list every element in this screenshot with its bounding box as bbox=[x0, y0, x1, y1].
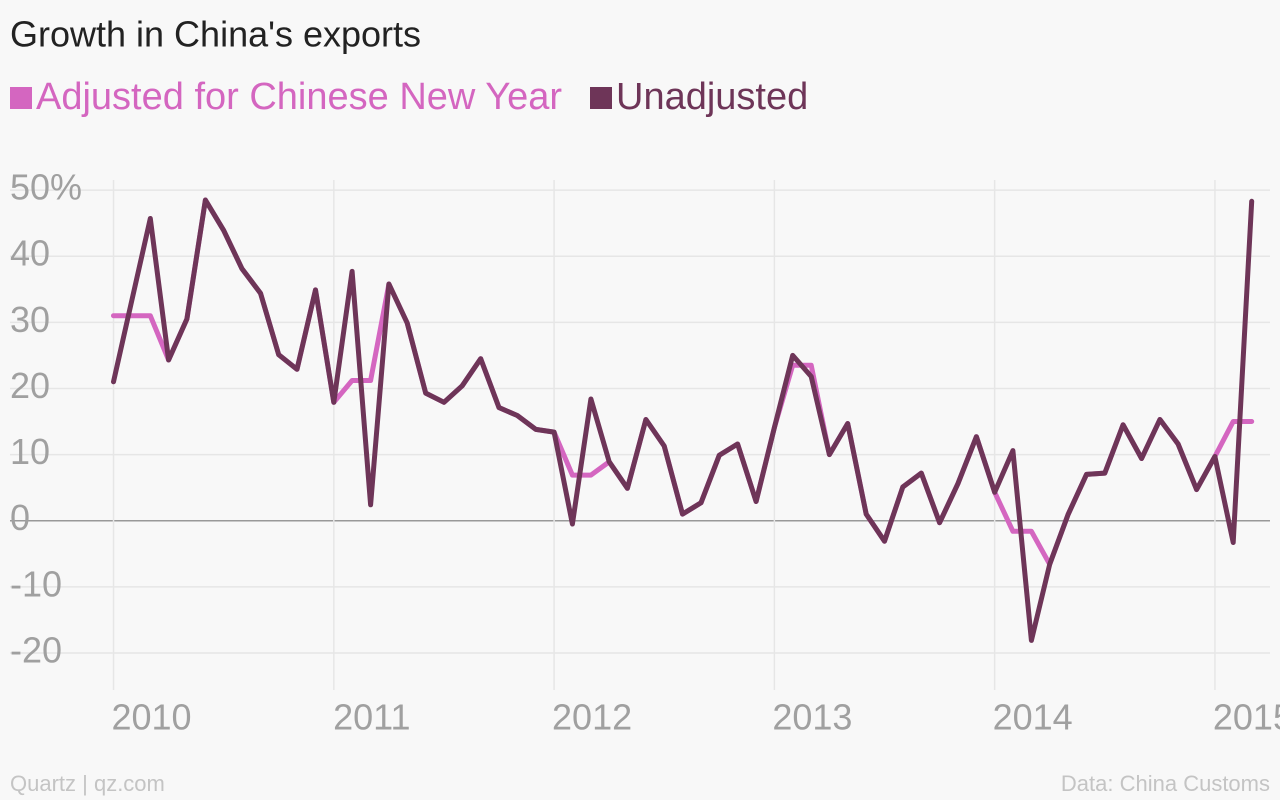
chart-title: Growth in China's exports bbox=[10, 14, 421, 55]
x-tick-label: 2014 bbox=[993, 697, 1073, 738]
y-tick-label: 10 bbox=[10, 431, 50, 472]
y-tick-label: 30 bbox=[10, 299, 50, 340]
x-tick-label: 2015 bbox=[1213, 697, 1280, 738]
source-right: Data: China Customs bbox=[1061, 771, 1270, 796]
x-tick-label: 2011 bbox=[333, 697, 410, 738]
y-tick-label: 0 bbox=[10, 497, 30, 538]
legend-label: Unadjusted bbox=[616, 76, 808, 118]
y-tick-label: 40 bbox=[10, 233, 50, 274]
x-tick-label: 2010 bbox=[111, 697, 191, 738]
legend-label: Adjusted for Chinese New Year bbox=[36, 76, 562, 118]
legend-swatch bbox=[590, 87, 612, 109]
y-tick-label: 50% bbox=[10, 167, 82, 208]
source-left: Quartz | qz.com bbox=[10, 771, 165, 796]
x-tick-label: 2013 bbox=[772, 697, 852, 738]
y-tick-label: -10 bbox=[10, 563, 62, 604]
y-tick-label: 20 bbox=[10, 365, 50, 406]
x-tick-label: 2012 bbox=[552, 697, 632, 738]
legend-swatch bbox=[10, 87, 32, 109]
y-tick-label: -20 bbox=[10, 629, 62, 670]
line-series bbox=[111, 197, 1255, 643]
